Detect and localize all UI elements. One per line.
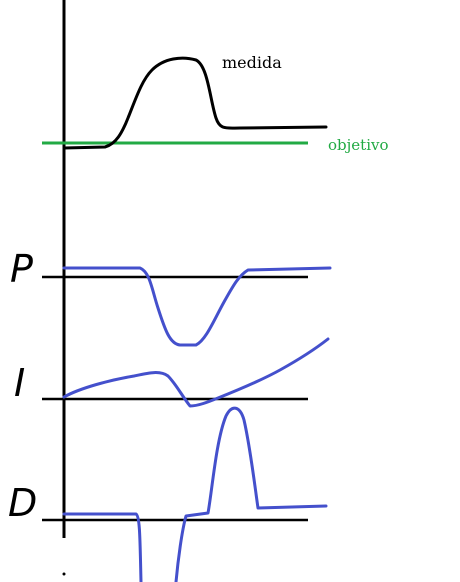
target-label: objetivo [328,136,389,154]
term-label-d: D [8,481,37,525]
axis-end-dot [63,573,66,576]
term-label-p: P [10,247,33,291]
term-label-i: I [14,361,25,405]
d-curve [64,408,326,582]
measure-curve [64,58,326,148]
i-curve [64,339,328,406]
measure-label: medida [222,53,282,72]
p-curve [64,268,330,345]
